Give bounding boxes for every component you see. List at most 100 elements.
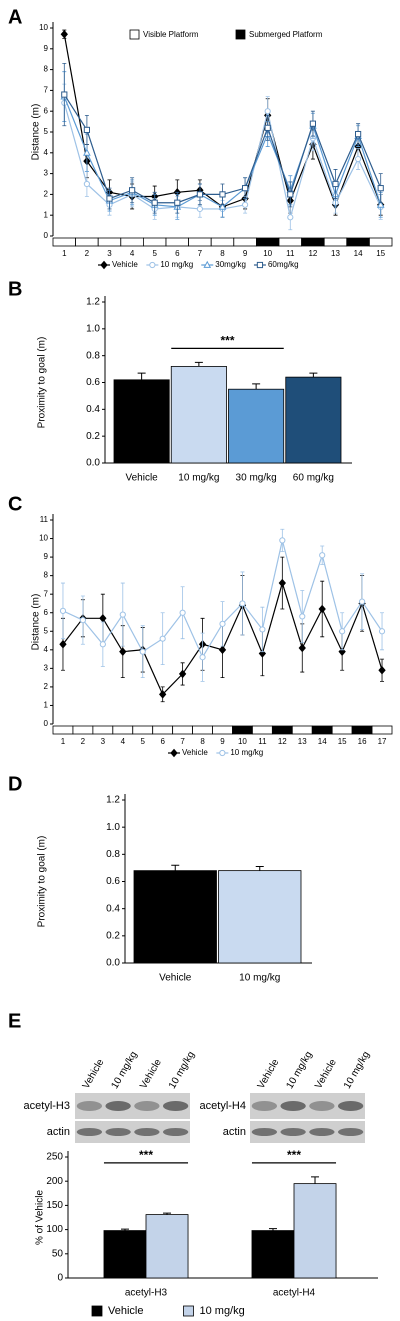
marker — [203, 260, 212, 268]
x-tick-label: 11 — [258, 737, 267, 746]
marker — [99, 641, 106, 648]
y-tick-label: 5 — [44, 127, 49, 136]
visible-platform — [120, 237, 144, 247]
lane-label: 10 mg/kg — [284, 1050, 314, 1091]
platform-legend-swatch — [235, 29, 246, 40]
y-tick-label: 0 — [57, 1273, 63, 1284]
x-tick-label: 12 — [278, 737, 287, 746]
y-axis-label: Distance (m) — [31, 104, 42, 161]
bar — [228, 388, 285, 464]
marker — [218, 202, 227, 210]
marker — [83, 180, 91, 188]
platform-legend-label: Visible Platform — [143, 30, 199, 39]
marker — [264, 108, 271, 115]
marker — [355, 155, 362, 163]
marker — [378, 665, 386, 675]
visible-platform — [152, 725, 174, 735]
bar — [218, 870, 302, 964]
marker — [264, 124, 271, 131]
y-tick-label: 150 — [46, 1200, 63, 1211]
visible-platform — [92, 725, 114, 735]
x-tick-label: 2 — [81, 737, 86, 746]
visible-platform — [75, 237, 99, 247]
x-tick-label: 8 — [220, 249, 225, 258]
marker — [219, 749, 226, 757]
platform-legend-label: Submerged Platform — [249, 30, 323, 39]
y-tick-label: 5 — [44, 626, 49, 635]
y-tick-label: 200 — [46, 1176, 63, 1187]
marker — [239, 600, 246, 607]
error-bar — [268, 1228, 277, 1231]
marker — [358, 598, 366, 605]
blot-band — [280, 1128, 306, 1136]
marker — [377, 185, 384, 192]
significance-label: *** — [139, 1148, 153, 1162]
marker — [174, 199, 181, 206]
blot-band — [76, 1101, 103, 1111]
visible-platform — [165, 237, 190, 247]
x-tick-label: Vehicle — [126, 473, 159, 484]
submerged-platform — [311, 725, 333, 735]
visible-platform — [97, 237, 122, 247]
y-tick-label: 1.0 — [106, 822, 120, 833]
x-tick-label: 10 mg/kg — [239, 973, 280, 984]
y-tick-label: 0.4 — [86, 404, 100, 415]
error-bar — [163, 1212, 172, 1215]
blot-band — [337, 1128, 364, 1136]
marker — [259, 626, 266, 633]
marker — [119, 611, 126, 618]
x-tick-label: 8 — [200, 737, 205, 746]
legend-label: Vehicle — [108, 1305, 143, 1317]
x-tick-label: 14 — [318, 737, 327, 746]
marker — [159, 690, 167, 699]
y-tick-label: 7 — [44, 589, 49, 598]
bar — [113, 379, 170, 464]
x-tick-label: 17 — [378, 737, 387, 746]
lane-label: Vehicle — [256, 1057, 282, 1091]
marker — [299, 613, 306, 620]
marker — [139, 648, 146, 655]
y-tick-label: 3 — [44, 169, 49, 178]
visible-platform — [72, 725, 94, 735]
y-tick-label: 3 — [44, 663, 49, 672]
marker — [242, 185, 249, 192]
visible-platform — [188, 237, 212, 247]
visible-platform — [371, 725, 393, 735]
x-tick-label: 3 — [107, 249, 112, 258]
visible-platform — [172, 725, 193, 735]
error-bar — [252, 383, 261, 390]
visible-platform — [233, 237, 257, 247]
marker — [59, 607, 67, 614]
y-axis-label: % of Vehicle — [35, 1190, 46, 1245]
y-axis-label: Proximity to goal (m) — [37, 836, 48, 928]
marker — [318, 604, 326, 614]
row-label: acetyl-H4 — [200, 1100, 246, 1112]
row-label: acetyl-H3 — [24, 1100, 70, 1112]
marker — [256, 261, 264, 269]
y-tick-label: 1.2 — [86, 297, 100, 308]
x-tick-label: 60 mg/kg — [293, 473, 334, 484]
x-tick-label: 1 — [61, 737, 66, 746]
blot-band — [337, 1101, 364, 1111]
error-bar — [171, 864, 180, 871]
x-tick-label: 14 — [354, 249, 363, 258]
bar — [145, 1214, 189, 1279]
visible-platform — [52, 237, 77, 247]
legend-swatch — [183, 1305, 194, 1317]
lane-label: 10 mg/kg — [167, 1050, 197, 1091]
marker — [119, 647, 127, 656]
x-tick-label: 12 — [308, 249, 317, 258]
panel-label: E — [8, 1010, 21, 1032]
x-tick-label: 9 — [243, 249, 248, 258]
y-tick-label: 1.0 — [86, 323, 100, 334]
submerged-platform — [271, 725, 293, 735]
marker — [378, 628, 386, 635]
marker — [287, 214, 294, 221]
visible-platform — [252, 725, 273, 735]
y-tick-label: 0.6 — [106, 876, 120, 887]
marker — [151, 199, 158, 206]
y-tick-label: 0.0 — [86, 458, 100, 469]
lane-label: 10 mg/kg — [342, 1050, 372, 1091]
marker — [279, 537, 286, 544]
